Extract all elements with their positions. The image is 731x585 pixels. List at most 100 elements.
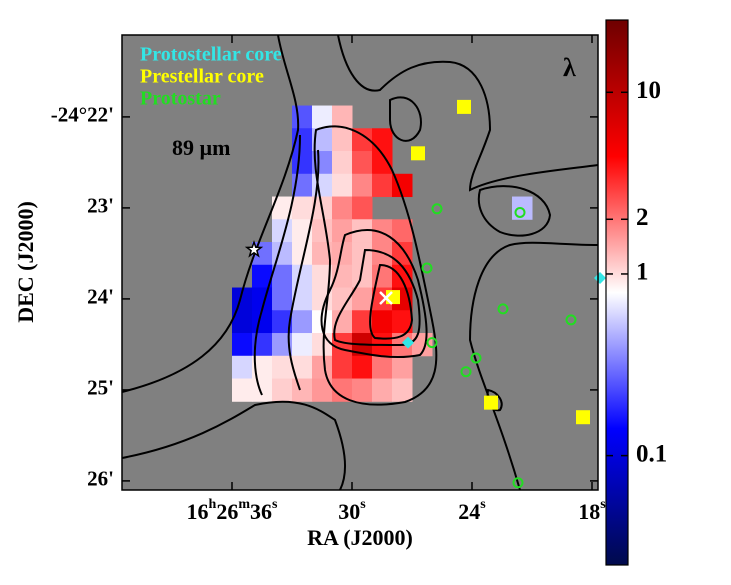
protostar [426, 337, 438, 349]
map-cell [292, 105, 313, 129]
x-tick-number: 30 [338, 499, 360, 524]
map-cell [372, 378, 393, 402]
corner-label: λ [563, 53, 576, 82]
map-cell [332, 310, 353, 334]
map-cell [232, 378, 253, 402]
x-tick-unit: h [209, 497, 217, 512]
contour [287, 149, 320, 391]
x-tick-label: 18s [578, 497, 606, 524]
x-tick-number: 26 [216, 499, 238, 524]
prestellar-core [411, 146, 425, 161]
map-cell [332, 151, 353, 175]
map-cell [312, 128, 333, 152]
map-cell [232, 333, 253, 357]
colorbar-tick-label: 1 [636, 259, 649, 286]
map-cell [292, 151, 313, 175]
x-tick-label: 24s [458, 497, 486, 524]
protostar [512, 477, 524, 489]
map-cell [312, 378, 333, 402]
y-tick-label: 26' [87, 467, 114, 491]
map-cell [332, 355, 353, 380]
map-cell [252, 310, 273, 334]
map-cell [292, 196, 313, 220]
x-tick-number: 36 [250, 499, 272, 524]
contour [333, 248, 421, 347]
x-tick-label: 16h26m36s [187, 497, 278, 524]
x-tick-number: 24 [458, 499, 480, 524]
map-cell [352, 310, 373, 334]
map-cell [292, 333, 313, 357]
y-tick-label: 23' [87, 194, 114, 218]
map-cell [332, 219, 353, 243]
x-tick-unit: s [600, 497, 606, 512]
x-tick-unit: s [272, 497, 278, 512]
map-cell [232, 310, 253, 334]
map-cell [272, 333, 293, 357]
map-cell [292, 264, 313, 289]
map-cell [312, 264, 333, 289]
colorbar-tick-label: 0.1 [636, 440, 667, 467]
map-cell [292, 287, 313, 311]
x-tick-label: 30s [338, 497, 366, 524]
protostar [565, 314, 577, 326]
contour [337, 35, 598, 192]
cross-marker [379, 291, 393, 305]
map-cell [352, 264, 373, 289]
legend-entry: Protostellar core [140, 44, 282, 66]
map-cell [252, 378, 273, 402]
band-label: 89 µm [172, 135, 231, 160]
map-cell [292, 310, 313, 334]
map-cell [392, 242, 413, 266]
y-tick-label: 24' [87, 285, 114, 309]
map-cell [372, 173, 393, 198]
contour [122, 400, 346, 490]
map-cell [332, 128, 353, 152]
contour [122, 35, 300, 393]
protostellar-core [594, 271, 606, 284]
x-tick-unit: s [480, 497, 486, 512]
map-cell [392, 355, 413, 380]
map-cell [392, 378, 413, 402]
map-cell [352, 287, 373, 311]
map-cell [312, 151, 333, 175]
map-cell [352, 378, 373, 402]
map-cell [272, 264, 293, 289]
map-cell [312, 105, 333, 129]
y-axis-label: DEC (J2000) [13, 201, 38, 323]
map-cell [332, 287, 353, 311]
contour [477, 185, 552, 237]
x-tick-number: 18 [578, 499, 600, 524]
protostar [470, 352, 482, 364]
map-cell [232, 355, 253, 380]
colorbar-tick-label: 10 [636, 77, 661, 104]
map-cell [292, 355, 313, 380]
protostar [460, 366, 472, 378]
protostar [497, 303, 509, 315]
x-tick-number: 16 [187, 499, 209, 524]
map-cell [252, 355, 273, 380]
map-cell [332, 105, 353, 129]
map-cell [312, 242, 333, 266]
map-cell [312, 219, 333, 243]
map-cell [372, 310, 393, 334]
x-tick-unit: s [360, 497, 366, 512]
map-cell [392, 264, 413, 289]
map-cell [272, 310, 293, 334]
map-cell [372, 151, 393, 175]
map-cell [332, 196, 353, 220]
map-cell [372, 128, 393, 152]
map-cell [272, 355, 293, 380]
star-marker [244, 240, 264, 258]
y-tick-label: 25' [87, 376, 114, 400]
markers [244, 99, 606, 489]
map-cell [272, 378, 293, 402]
prestellar-core [457, 99, 471, 114]
map-cell [352, 173, 373, 198]
map-cell [292, 378, 313, 402]
colorbar [605, 19, 629, 566]
map-cell [312, 355, 333, 380]
map-cell [352, 242, 373, 266]
contour [313, 125, 438, 406]
protostellar-core [402, 336, 414, 349]
